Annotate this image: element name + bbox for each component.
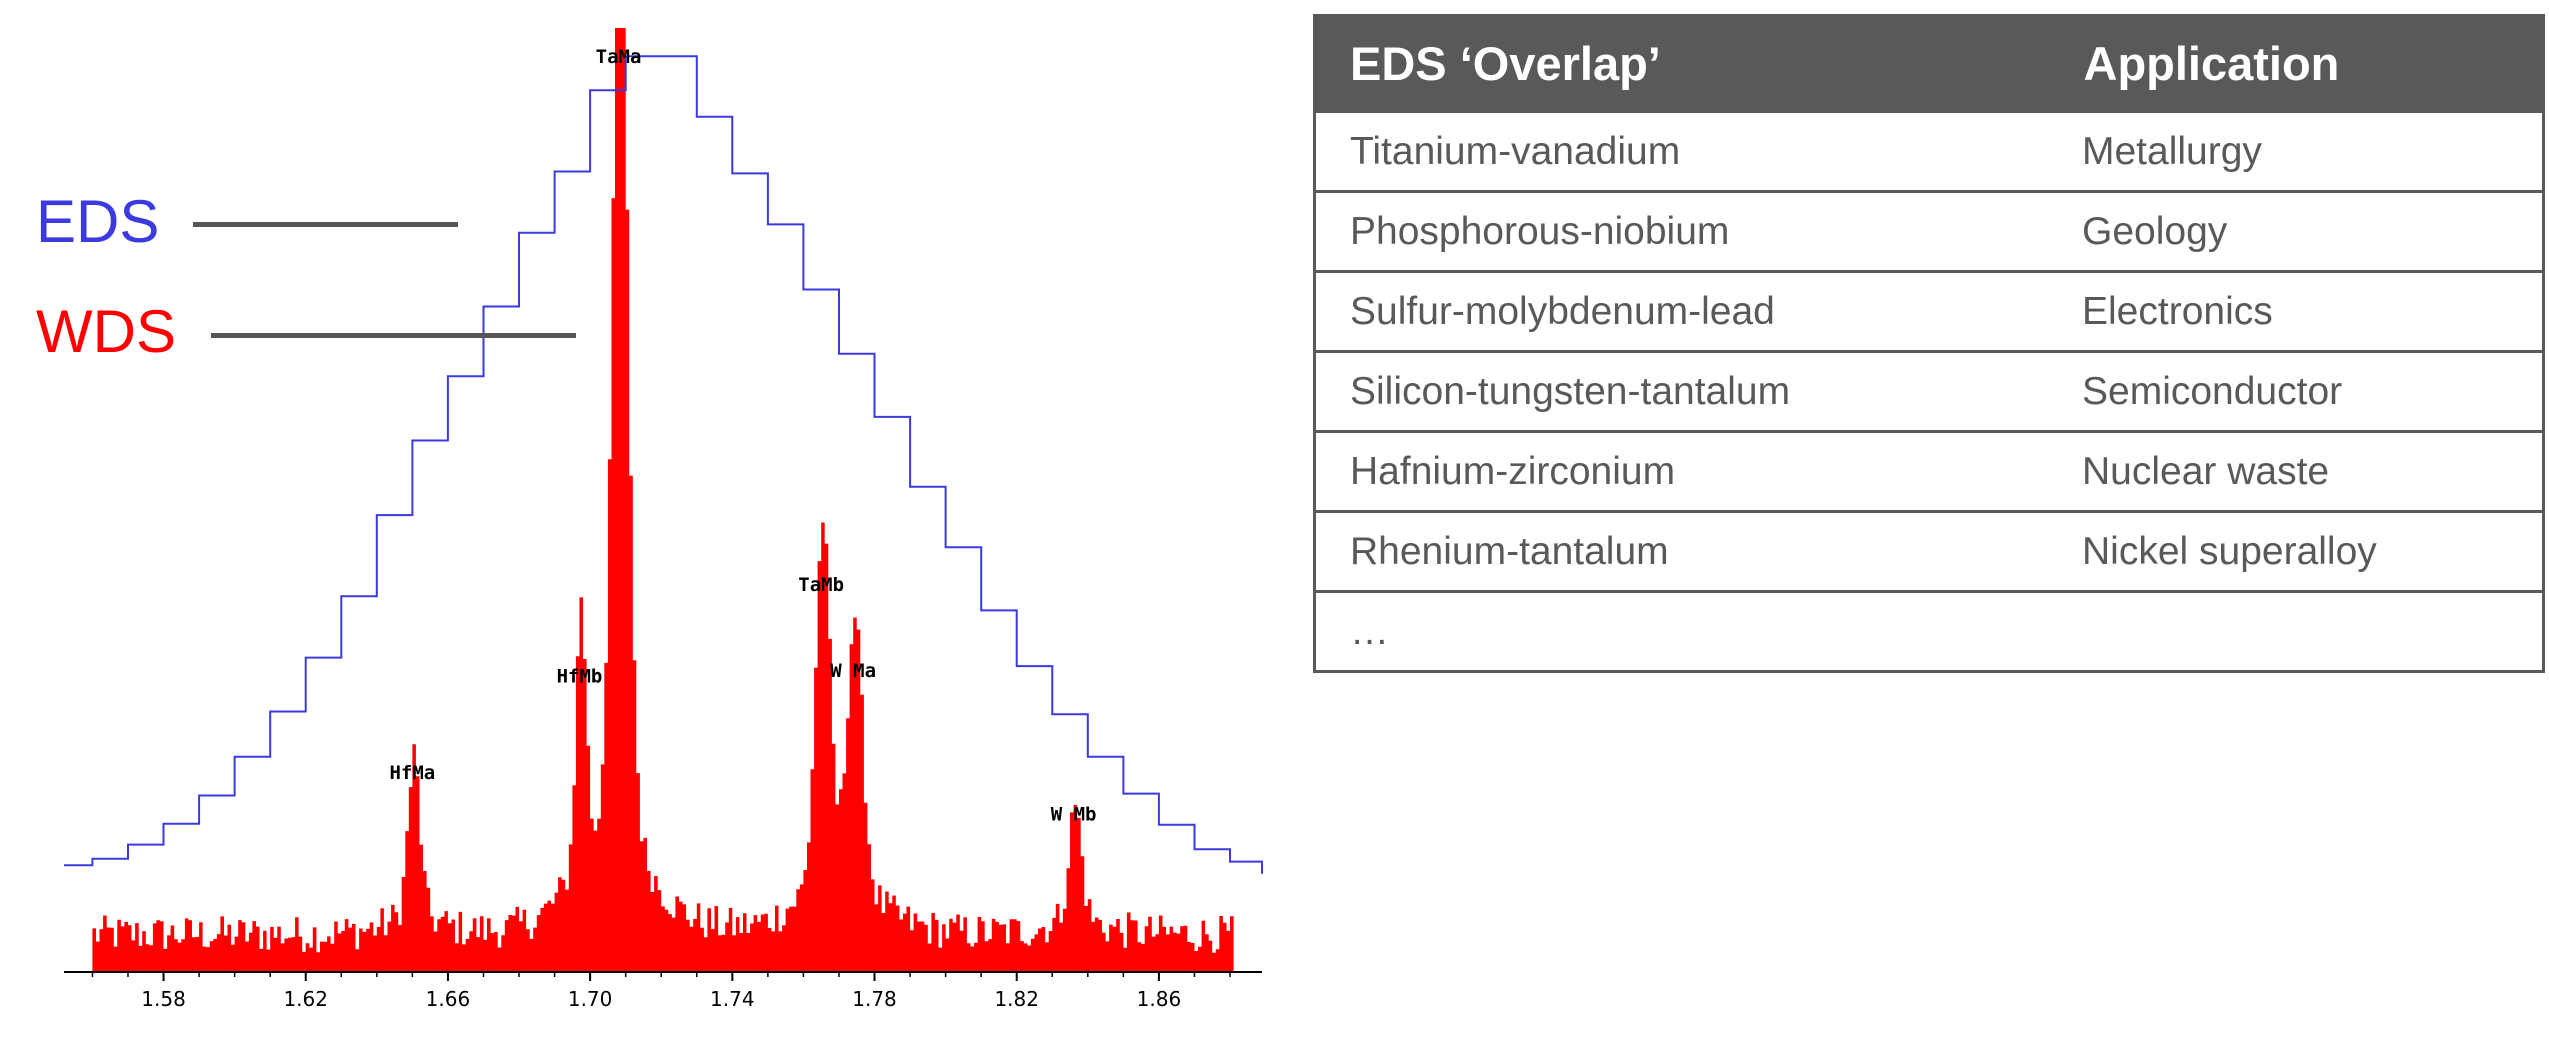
application-cell — [2048, 590, 2545, 673]
application-cell: Nickel superalloy — [2048, 510, 2545, 593]
x-tick-label: 1.82 — [994, 987, 1039, 1011]
overlap-cell: Hafnium-zirconium — [1313, 430, 2048, 513]
table-row: Rhenium-tantalum Nickel superalloy — [1313, 510, 2545, 593]
table-row: … — [1313, 590, 2545, 673]
peak-label: W Mb — [1051, 803, 1097, 825]
peak-label: TaMa — [596, 46, 642, 68]
legend-eds-pointer-line — [193, 222, 458, 227]
x-tick-label: 1.78 — [852, 987, 897, 1011]
eds-spectrum — [64, 55, 1263, 874]
legend-eds-label: EDS — [36, 188, 160, 255]
legend-wds-pointer-line — [211, 333, 576, 338]
legend-wds-label: WDS — [36, 298, 176, 365]
table-row: Silicon-tungsten-tantalum Semiconductor — [1313, 350, 2545, 433]
x-tick-label: 1.74 — [710, 987, 755, 1011]
x-tick-label: 1.66 — [426, 987, 471, 1011]
peak-label: W Ma — [830, 660, 876, 682]
overlap-cell: … — [1313, 590, 2048, 673]
overlap-cell: Rhenium-tantalum — [1313, 510, 2048, 593]
peak-labels: HfMa HfMb TaMa TaMb W Ma W Mb — [389, 46, 1096, 825]
table-row: Hafnium-zirconium Nuclear waste — [1313, 430, 2545, 513]
overlap-table: EDS ‘Overlap’ Application Titanium-vanad… — [1313, 14, 2545, 673]
x-axis: 1.58 1.62 1.66 1.70 1.74 1.78 1.82 1.86 — [64, 971, 1262, 1011]
table-row: Sulfur-molybdenum-lead Electronics — [1313, 270, 2545, 353]
peak-label: HfMb — [557, 666, 603, 688]
x-tick-label: 1.70 — [568, 987, 613, 1011]
table-header-row: EDS ‘Overlap’ Application — [1313, 14, 2545, 113]
overlap-cell: Phosphorous-niobium — [1313, 190, 2048, 273]
application-cell: Nuclear waste — [2048, 430, 2545, 513]
wds-spectrum — [92, 28, 1234, 972]
table-row: Titanium-vanadium Metallurgy — [1313, 110, 2545, 193]
peak-label: TaMb — [798, 574, 844, 596]
overlap-cell: Titanium-vanadium — [1313, 110, 2048, 193]
peak-label: HfMa — [389, 762, 435, 784]
header-eds-overlap: EDS ‘Overlap’ — [1313, 14, 2050, 113]
overlap-cell: Silicon-tungsten-tantalum — [1313, 350, 2048, 433]
application-cell: Semiconductor — [2048, 350, 2545, 433]
application-cell: Geology — [2048, 190, 2545, 273]
x-tick-label: 1.62 — [283, 987, 328, 1011]
table-row: Phosphorous-niobium Geology — [1313, 190, 2545, 273]
application-cell: Metallurgy — [2048, 110, 2545, 193]
overlap-cell: Sulfur-molybdenum-lead — [1313, 270, 2048, 353]
header-application: Application — [2046, 14, 2545, 113]
x-tick-label: 1.86 — [1137, 987, 1182, 1011]
application-cell: Electronics — [2048, 270, 2545, 353]
spectrum-chart: 1.58 1.62 1.66 1.70 1.74 1.78 1.82 1.86 HfMaHfM… — [64, 28, 1263, 1011]
x-tick-label: 1.58 — [141, 987, 186, 1011]
eds-step-line — [64, 55, 1263, 874]
wds-filled-area — [92, 28, 1234, 972]
